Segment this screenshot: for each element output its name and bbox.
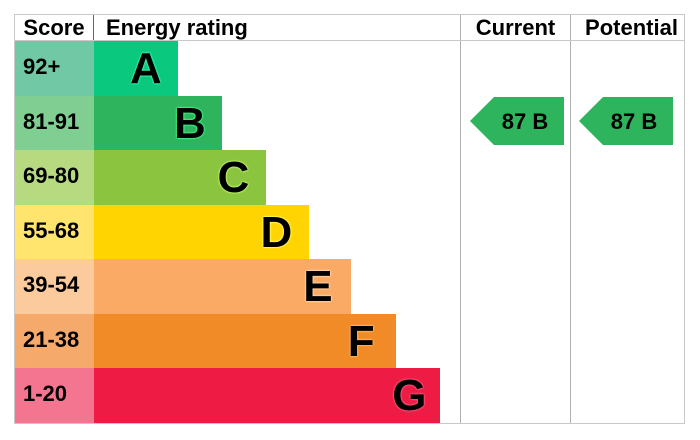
svg-text:87 B: 87 B	[501, 109, 547, 134]
svg-text:87 B: 87 B	[611, 109, 657, 134]
